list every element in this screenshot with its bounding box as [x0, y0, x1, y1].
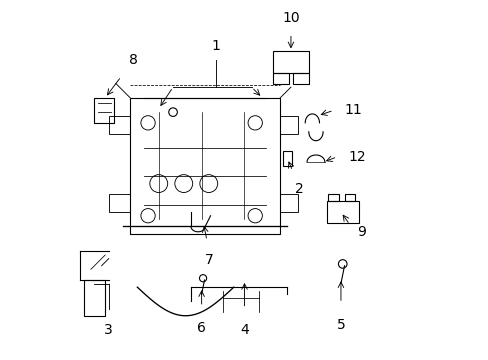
Text: 11: 11: [344, 103, 362, 117]
Text: 12: 12: [347, 150, 365, 164]
Text: 10: 10: [282, 10, 299, 24]
Text: 1: 1: [211, 39, 220, 53]
Text: 2: 2: [295, 182, 304, 196]
Text: 4: 4: [240, 323, 248, 337]
Text: 6: 6: [197, 321, 205, 335]
Text: 7: 7: [204, 253, 213, 267]
Text: 3: 3: [104, 323, 113, 337]
Text: 5: 5: [336, 318, 345, 332]
Text: 9: 9: [356, 225, 365, 239]
Text: 8: 8: [129, 54, 138, 67]
